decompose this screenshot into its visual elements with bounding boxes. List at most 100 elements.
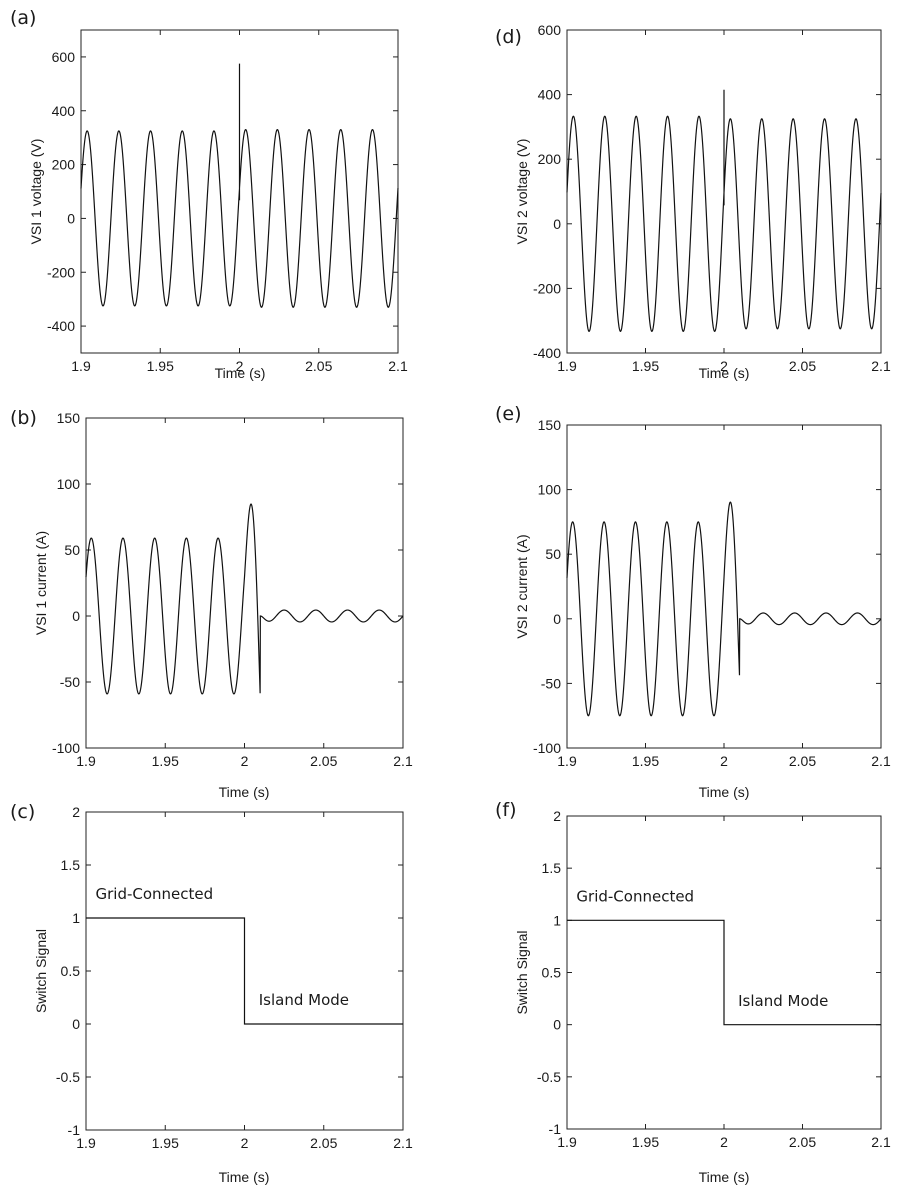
- y-tick-label: -200: [533, 280, 561, 296]
- x-axis-label: Time (s): [215, 365, 266, 381]
- y-axis-label: Switch Signal: [33, 929, 49, 1013]
- chart-panel: (d) 1.9 1.95 2 2.05 2.1 -400 -200 0 200 400 600 Time…: [495, 22, 891, 381]
- annotation-label: Island Mode: [738, 992, 828, 1010]
- chart-panel: (f) 1.9 1.95 2 2.05 2.1 -1 -0.5 0 0.5 1 1.5 2 Time (s…: [495, 799, 891, 1185]
- series-line: [80, 63, 399, 308]
- x-tick-label: 1.95: [632, 358, 659, 374]
- y-axis-label: VSI 1 voltage (V): [28, 139, 44, 245]
- x-axis-label: Time (s): [699, 365, 750, 381]
- x-tick-label: 2: [720, 753, 728, 769]
- series-line: [85, 503, 404, 695]
- x-tick-label: 2.1: [393, 753, 413, 769]
- y-tick-label: 0: [553, 1017, 561, 1033]
- y-tick-label: 0: [67, 210, 75, 226]
- y-tick-label: -100: [533, 740, 561, 756]
- y-tick-label: 400: [52, 103, 76, 119]
- x-tick-label: 2: [720, 1134, 728, 1150]
- x-tick-label: 2: [236, 358, 244, 374]
- x-tick-label: 2: [241, 1135, 249, 1151]
- x-tick-label: 1.9: [71, 358, 91, 374]
- y-tick-label: 1: [72, 910, 80, 926]
- y-tick-label: 1.5: [61, 857, 81, 873]
- y-tick-label: 200: [538, 151, 562, 167]
- x-tick-label: 1.95: [147, 358, 174, 374]
- y-tick-label: -1: [68, 1122, 81, 1138]
- series-line: [567, 919, 881, 1026]
- y-tick-label: 600: [538, 22, 562, 38]
- y-tick-label: -0.5: [56, 1069, 80, 1085]
- y-tick-label: 0: [72, 1016, 80, 1032]
- chart-panel: (a) 1.9 1.95 2 2.05 2.1 -400 -200 0 200 400 600 Time…: [10, 7, 408, 381]
- panel-label: (f): [495, 799, 517, 821]
- y-tick-label: -50: [60, 674, 80, 690]
- x-axis-label: Time (s): [699, 1169, 750, 1185]
- chart-panel: (c) 1.9 1.95 2 2.05 2.1 -1 -0.5 0 0.5 1 1.5 2 Time (s…: [10, 801, 413, 1185]
- x-tick-label: 2.05: [310, 753, 337, 769]
- annotation-label: Grid-Connected: [576, 888, 694, 906]
- y-tick-label: -1: [549, 1121, 562, 1137]
- y-tick-label: 0: [553, 611, 561, 627]
- x-tick-label: 1.9: [557, 358, 577, 374]
- panel-label: (d): [495, 26, 522, 48]
- y-axis-label: VSI 2 current (A): [514, 534, 530, 638]
- series-line: [86, 917, 403, 1025]
- x-tick-label: 1.9: [557, 1134, 577, 1150]
- y-tick-label: 50: [545, 546, 561, 562]
- annotation-label: Island Mode: [259, 991, 349, 1009]
- y-tick-label: 50: [64, 542, 80, 558]
- x-tick-label: 1.95: [632, 1134, 659, 1150]
- x-tick-label: 1.95: [632, 753, 659, 769]
- x-tick-label: 2.05: [789, 1134, 816, 1150]
- x-tick-label: 1.95: [152, 753, 179, 769]
- x-tick-label: 1.9: [76, 1135, 96, 1151]
- chart-panel: (b) 1.9 1.95 2 2.05 2.1 -100 -50 0 50 100 150 Time (…: [10, 407, 413, 800]
- x-tick-label: 2.1: [871, 753, 891, 769]
- x-tick-label: 2.05: [305, 358, 332, 374]
- panel-label: (b): [10, 407, 37, 429]
- x-tick-label: 2.1: [393, 1135, 413, 1151]
- x-tick-label: 1.9: [557, 753, 577, 769]
- series-line: [566, 89, 882, 332]
- x-tick-label: 2.05: [310, 1135, 337, 1151]
- x-tick-label: 1.95: [152, 1135, 179, 1151]
- y-tick-label: 1: [553, 912, 561, 928]
- x-tick-label: 2.05: [789, 358, 816, 374]
- y-tick-label: -400: [533, 345, 561, 361]
- y-tick-label: -0.5: [537, 1069, 561, 1085]
- y-tick-label: 0.5: [61, 963, 81, 979]
- x-tick-label: 2: [720, 358, 728, 374]
- x-tick-label: 2: [241, 753, 249, 769]
- series-line: [566, 501, 882, 717]
- y-tick-label: 100: [538, 482, 562, 498]
- y-tick-label: 600: [52, 49, 76, 65]
- panel-label: (a): [10, 7, 36, 29]
- y-tick-label: 400: [538, 87, 562, 103]
- y-tick-label: 2: [72, 804, 80, 820]
- y-tick-label: 0: [72, 608, 80, 624]
- y-axis-label: VSI 2 voltage (V): [514, 139, 530, 245]
- y-tick-label: 150: [57, 410, 81, 426]
- y-tick-label: -400: [47, 318, 75, 334]
- y-axis-label: Switch Signal: [514, 930, 530, 1014]
- y-tick-label: 150: [538, 417, 562, 433]
- y-tick-label: -100: [52, 740, 80, 756]
- annotation-label: Grid-Connected: [96, 885, 214, 903]
- x-tick-label: 2.1: [871, 1134, 891, 1150]
- y-tick-label: 0.5: [542, 965, 562, 981]
- panel-label: (e): [495, 403, 522, 425]
- x-tick-label: 2.1: [871, 358, 891, 374]
- y-tick-label: -50: [541, 675, 561, 691]
- y-tick-label: 0: [553, 216, 561, 232]
- x-tick-label: 2.05: [789, 753, 816, 769]
- x-axis-label: Time (s): [219, 784, 270, 800]
- panel-label: (c): [10, 801, 35, 823]
- x-axis-label: Time (s): [699, 784, 750, 800]
- y-tick-label: 1.5: [542, 860, 562, 876]
- x-tick-label: 1.9: [76, 753, 96, 769]
- chart-panel: (e) 1.9 1.95 2 2.05 2.1 -100 -50 0 50 100 150 Time (…: [495, 403, 891, 800]
- y-tick-label: -200: [47, 264, 75, 280]
- x-tick-label: 2.1: [388, 358, 408, 374]
- x-axis-label: Time (s): [219, 1169, 270, 1185]
- y-axis-label: VSI 1 current (A): [33, 531, 49, 635]
